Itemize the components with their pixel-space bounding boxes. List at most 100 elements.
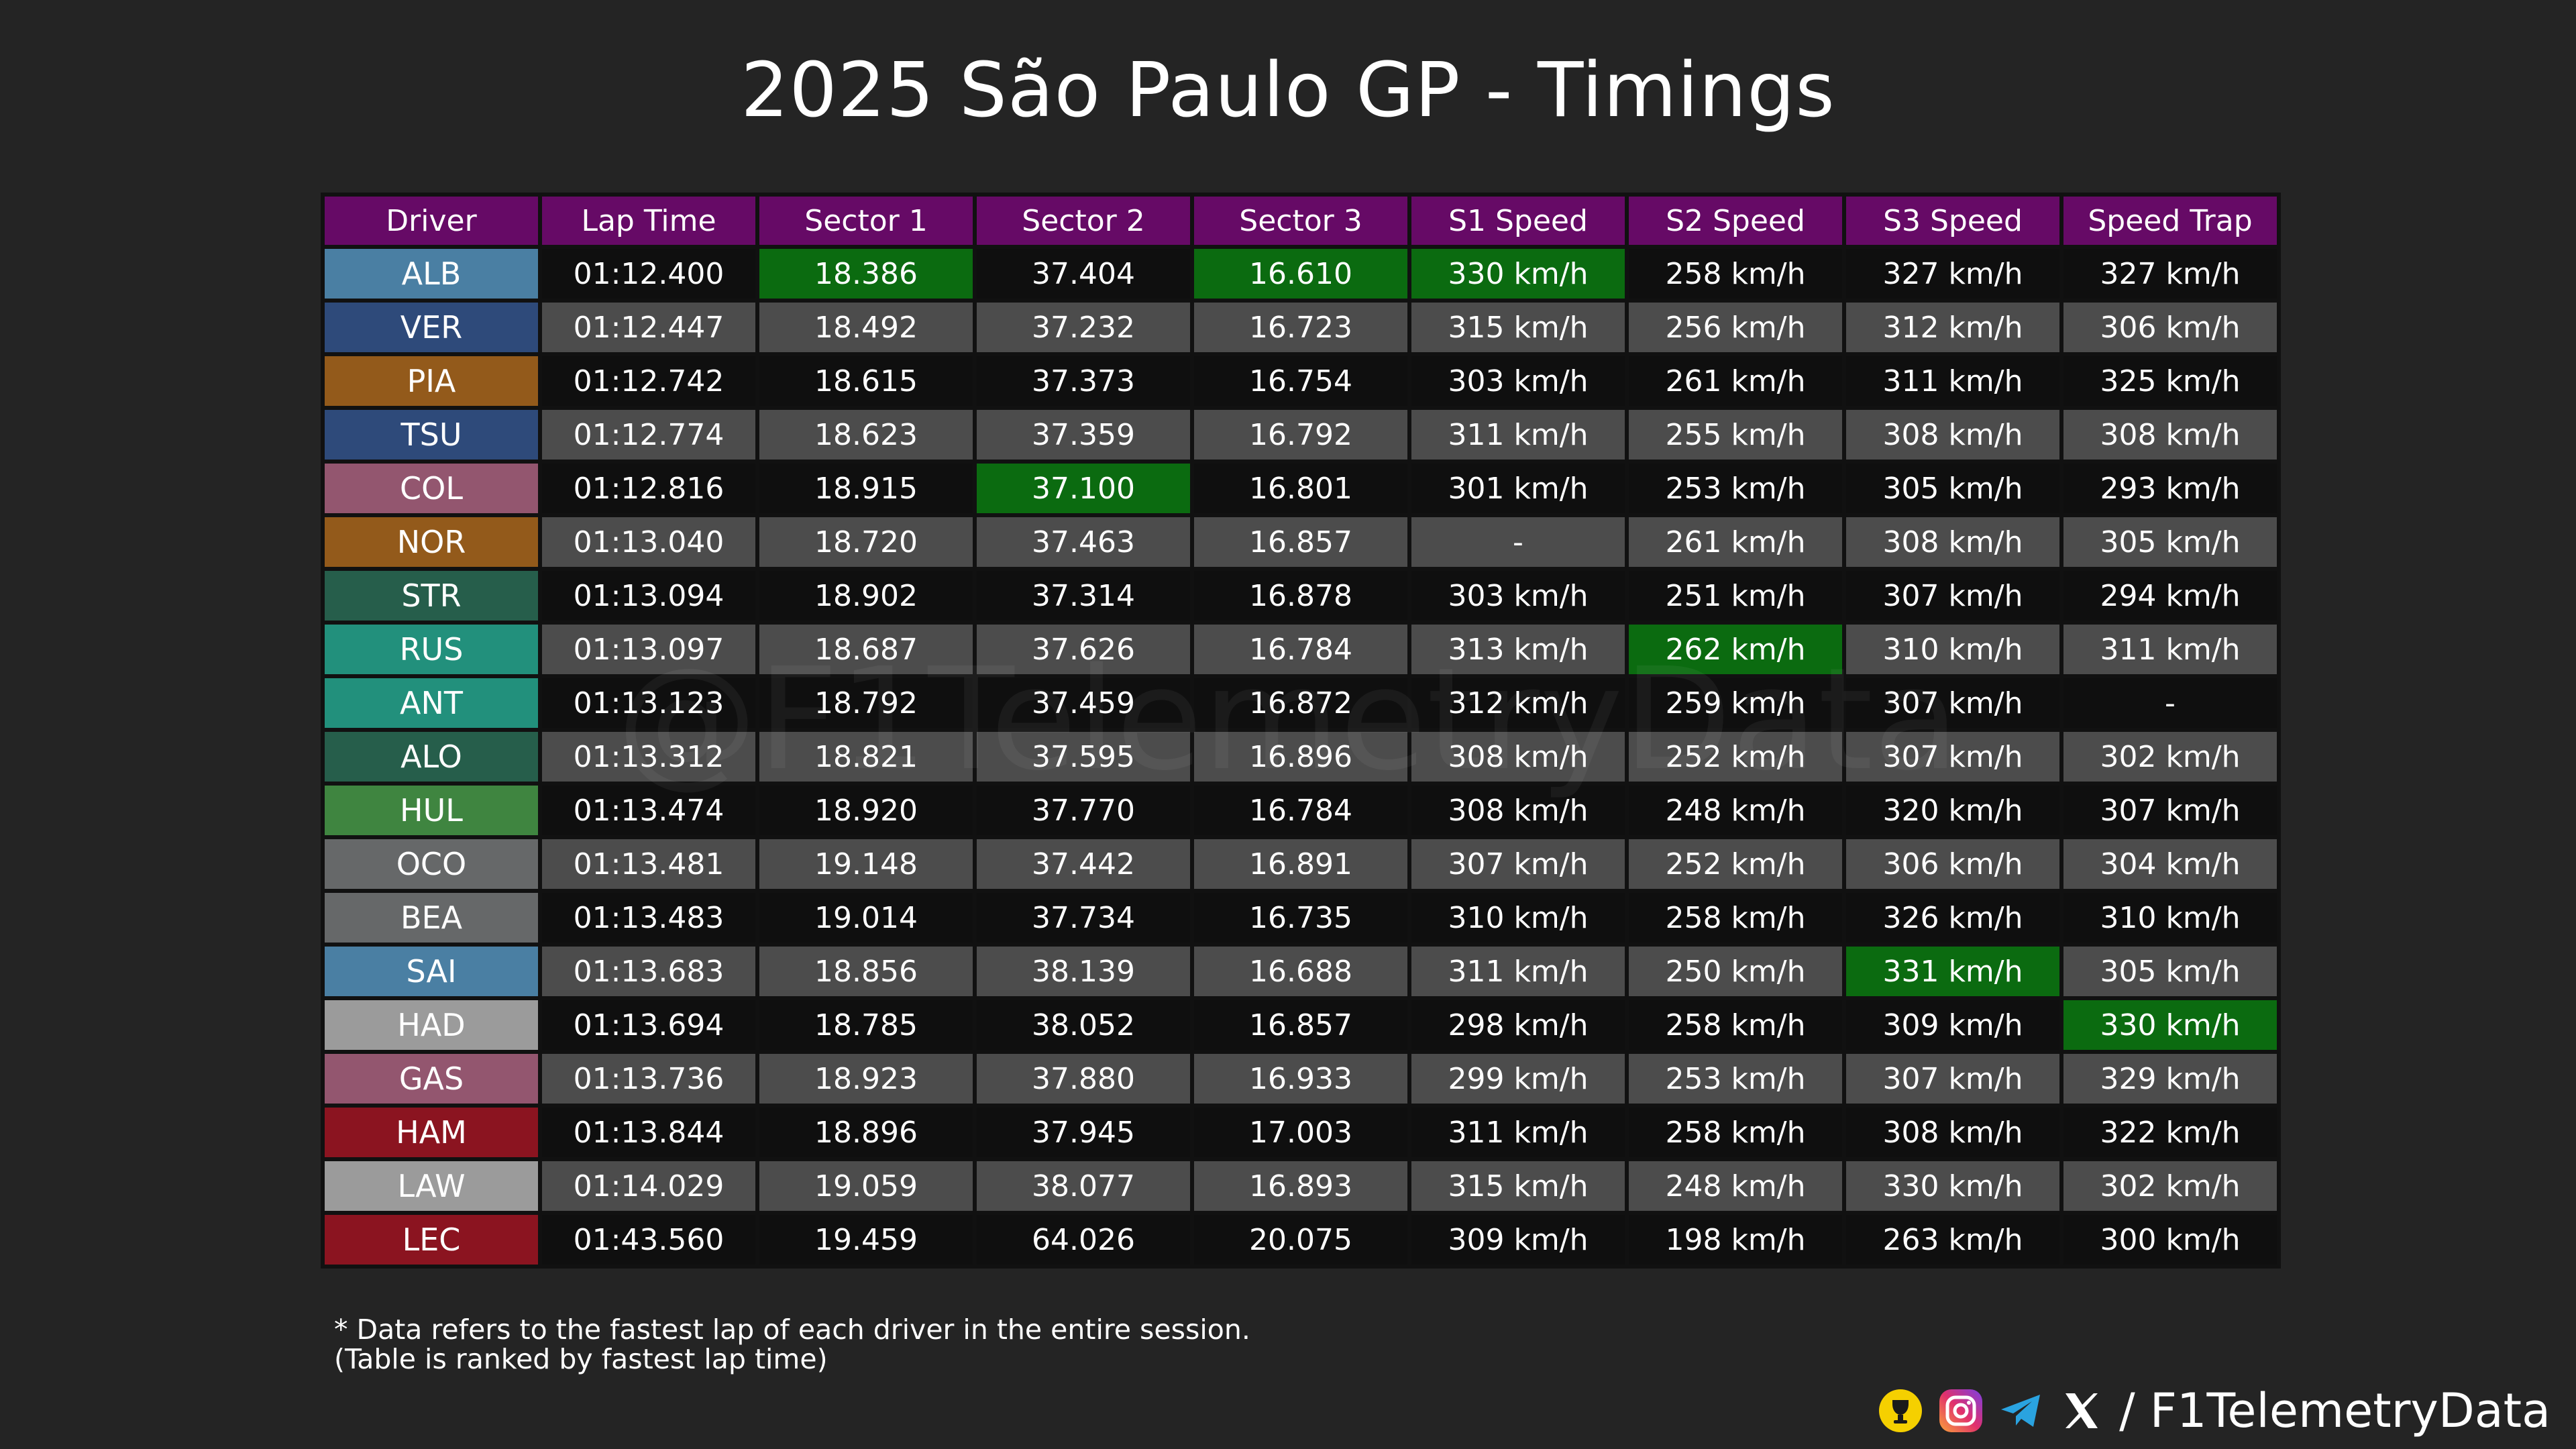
table-cell: 01:13.312 xyxy=(538,728,759,786)
table-cell: 248 km/h xyxy=(1625,1157,1846,1215)
table-cell: 37.373 xyxy=(973,352,1194,410)
table-body: ALB 01:12.400 18.386 37.404 16.610 330 km/h 25… xyxy=(321,245,2281,1269)
table-cell: 16.688 xyxy=(1190,943,1411,1000)
trophy-icon[interactable] xyxy=(1878,1388,1923,1434)
table-cell: 01:13.483 xyxy=(538,889,759,947)
table-cell: 261 km/h xyxy=(1625,513,1846,571)
table-cell: 38.052 xyxy=(973,996,1194,1054)
table-cell: 18.623 xyxy=(755,406,977,464)
table-cell: 258 km/h xyxy=(1625,996,1846,1054)
driver-cell: RUS xyxy=(321,621,542,678)
instagram-icon[interactable] xyxy=(1938,1388,1984,1434)
column-header: S1 Speed xyxy=(1407,193,1629,249)
driver-cell: TSU xyxy=(321,406,542,464)
table-cell: - xyxy=(1407,513,1629,571)
table-cell: 307 km/h xyxy=(1842,674,2063,732)
table-cell: 18.896 xyxy=(755,1104,977,1161)
table-cell: 308 km/h xyxy=(2059,406,2281,464)
table-cell: 16.872 xyxy=(1190,674,1411,732)
table-cell: 18.920 xyxy=(755,782,977,839)
table-cell: 309 km/h xyxy=(1842,996,2063,1054)
table-cell: 305 km/h xyxy=(2059,943,2281,1000)
driver-cell: STR xyxy=(321,567,542,625)
table-cell: 303 km/h xyxy=(1407,352,1629,410)
column-header: S3 Speed xyxy=(1842,193,2063,249)
table-cell: 01:13.844 xyxy=(538,1104,759,1161)
table-cell: 19.059 xyxy=(755,1157,977,1215)
table-cell: 304 km/h xyxy=(2059,835,2281,893)
table-row: COL 01:12.816 18.915 37.100 16.801 301 km/h 25… xyxy=(321,460,2281,517)
table-row: PIA 01:12.742 18.615 37.373 16.754 303 km/h 26… xyxy=(321,352,2281,410)
table-cell: 311 km/h xyxy=(1407,943,1629,1000)
table-cell: 322 km/h xyxy=(2059,1104,2281,1161)
table-cell: 18.720 xyxy=(755,513,977,571)
driver-cell: BEA xyxy=(321,889,542,947)
table-cell: 37.626 xyxy=(973,621,1194,678)
table-cell: 306 km/h xyxy=(2059,299,2281,356)
table-cell: 01:13.683 xyxy=(538,943,759,1000)
table-cell: 01:12.400 xyxy=(538,245,759,303)
table-cell: 37.100 xyxy=(973,460,1194,517)
table-cell: 16.893 xyxy=(1190,1157,1411,1215)
table-cell: 18.792 xyxy=(755,674,977,732)
table-cell: 310 km/h xyxy=(1407,889,1629,947)
driver-cell: GAS xyxy=(321,1050,542,1108)
driver-cell: OCO xyxy=(321,835,542,893)
driver-cell: LEC xyxy=(321,1211,542,1269)
footnote-line-2: (Table is ranked by fastest lap time) xyxy=(334,1343,828,1375)
driver-cell: HAM xyxy=(321,1104,542,1161)
table-cell: 252 km/h xyxy=(1625,728,1846,786)
table-cell: 330 km/h xyxy=(1842,1157,2063,1215)
table-cell: 299 km/h xyxy=(1407,1050,1629,1108)
table-cell: 293 km/h xyxy=(2059,460,2281,517)
table-row: RUS 01:13.097 18.687 37.626 16.784 313 km/h 26… xyxy=(321,621,2281,678)
table-row: SAI 01:13.683 18.856 38.139 16.688 311 km/h 25… xyxy=(321,943,2281,1000)
table-cell: 307 km/h xyxy=(1842,728,2063,786)
table-cell: 302 km/h xyxy=(2059,728,2281,786)
column-header: Sector 3 xyxy=(1190,193,1411,249)
table-row: OCO 01:13.481 19.148 37.442 16.891 307 km/h 25… xyxy=(321,835,2281,893)
table-cell: 294 km/h xyxy=(2059,567,2281,625)
table-cell: 18.492 xyxy=(755,299,977,356)
table-cell: 16.896 xyxy=(1190,728,1411,786)
table-cell: 308 km/h xyxy=(1407,782,1629,839)
column-header: Driver xyxy=(321,193,542,249)
table-cell: 37.404 xyxy=(973,245,1194,303)
table-cell: 308 km/h xyxy=(1842,406,2063,464)
table-cell: 01:12.816 xyxy=(538,460,759,517)
table-cell: 305 km/h xyxy=(2059,513,2281,571)
table-cell: 300 km/h xyxy=(2059,1211,2281,1269)
table-cell: 37.359 xyxy=(973,406,1194,464)
table-cell: 38.139 xyxy=(973,943,1194,1000)
driver-cell: COL xyxy=(321,460,542,517)
table-cell: 20.075 xyxy=(1190,1211,1411,1269)
table-cell: 37.734 xyxy=(973,889,1194,947)
table-cell: 331 km/h xyxy=(1842,943,2063,1000)
table-cell: 18.687 xyxy=(755,621,977,678)
table-cell: 01:13.040 xyxy=(538,513,759,571)
table-cell: 19.459 xyxy=(755,1211,977,1269)
page-title: 2025 São Paulo GP - Timings xyxy=(741,47,1835,134)
table-cell: 37.442 xyxy=(973,835,1194,893)
timing-table: Driver Lap Time Sector 1 Sector 2 Sector 3 S1… xyxy=(321,193,2281,1269)
table-cell: 259 km/h xyxy=(1625,674,1846,732)
table-cell: 37.232 xyxy=(973,299,1194,356)
table-row: VER 01:12.447 18.492 37.232 16.723 315 km/h 25… xyxy=(321,299,2281,356)
driver-cell: PIA xyxy=(321,352,542,410)
table-cell: 256 km/h xyxy=(1625,299,1846,356)
table-row: TSU 01:12.774 18.623 37.359 16.792 311 km/h 25… xyxy=(321,406,2281,464)
table-cell: 253 km/h xyxy=(1625,460,1846,517)
table-row: ALO 01:13.312 18.821 37.595 16.896 308 km/h 25… xyxy=(321,728,2281,786)
x-icon[interactable] xyxy=(2059,1388,2104,1434)
table-cell: 262 km/h xyxy=(1625,621,1846,678)
header-row: Driver Lap Time Sector 1 Sector 2 Sector 3 S1… xyxy=(321,193,2281,249)
table-cell: 18.915 xyxy=(755,460,977,517)
table-cell: 307 km/h xyxy=(1842,1050,2063,1108)
telegram-icon[interactable] xyxy=(1998,1388,2044,1434)
table-cell: 18.902 xyxy=(755,567,977,625)
table-cell: 306 km/h xyxy=(1842,835,2063,893)
branding: / F1TelemetryData xyxy=(1878,1381,2551,1441)
column-header: Lap Time xyxy=(538,193,759,249)
table-cell: 330 km/h xyxy=(1407,245,1629,303)
footnote-line-1: * Data refers to the fastest lap of each… xyxy=(334,1313,1250,1346)
